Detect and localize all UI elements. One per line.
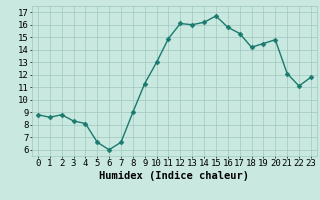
X-axis label: Humidex (Indice chaleur): Humidex (Indice chaleur) bbox=[100, 171, 249, 181]
